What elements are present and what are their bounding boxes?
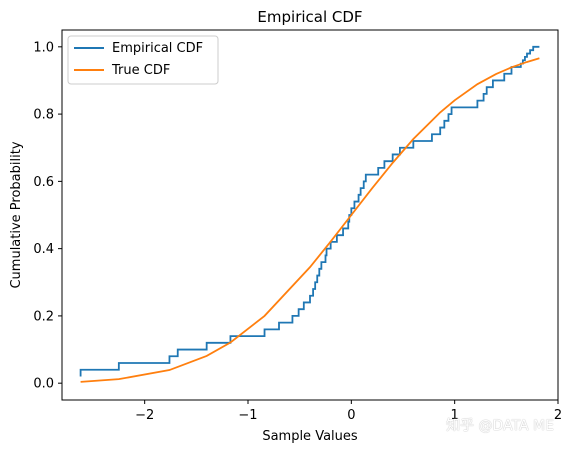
x-axis-label: Sample Values — [262, 429, 358, 444]
x-tick-label: 0 — [347, 408, 355, 423]
x-tick-label: −2 — [135, 408, 154, 423]
plot-area — [79, 45, 540, 383]
y-tick-label: 1.0 — [33, 40, 54, 55]
legend-box — [67, 35, 219, 85]
true-cdf-line — [80, 57, 540, 383]
y-tick-label: 0.8 — [33, 108, 54, 123]
y-axis-label: Cumulative Probability — [9, 141, 24, 288]
axes-frame — [61, 29, 559, 401]
empirical-cdf-line — [79, 45, 540, 377]
x-tick-label: 1 — [451, 408, 459, 423]
y-tick-label: 0.2 — [33, 309, 54, 324]
legend: Empirical CDF True CDF — [67, 35, 219, 85]
x-tick-label: −1 — [238, 408, 257, 423]
y-axis: 0.0 0.2 0.4 0.6 0.8 1.0 — [33, 40, 62, 392]
chart-title: Empirical CDF — [257, 8, 362, 26]
watermark: 知乎 @DATA ME — [446, 418, 554, 434]
y-tick-label: 0.4 — [33, 242, 54, 257]
y-tick-label: 0.0 — [33, 377, 54, 392]
legend-label-empirical: Empirical CDF — [112, 41, 203, 56]
legend-label-true: True CDF — [111, 63, 170, 78]
x-axis: −2 −1 0 1 2 — [135, 400, 562, 423]
x-tick-label: 2 — [554, 408, 562, 423]
y-tick-label: 0.6 — [33, 175, 54, 190]
